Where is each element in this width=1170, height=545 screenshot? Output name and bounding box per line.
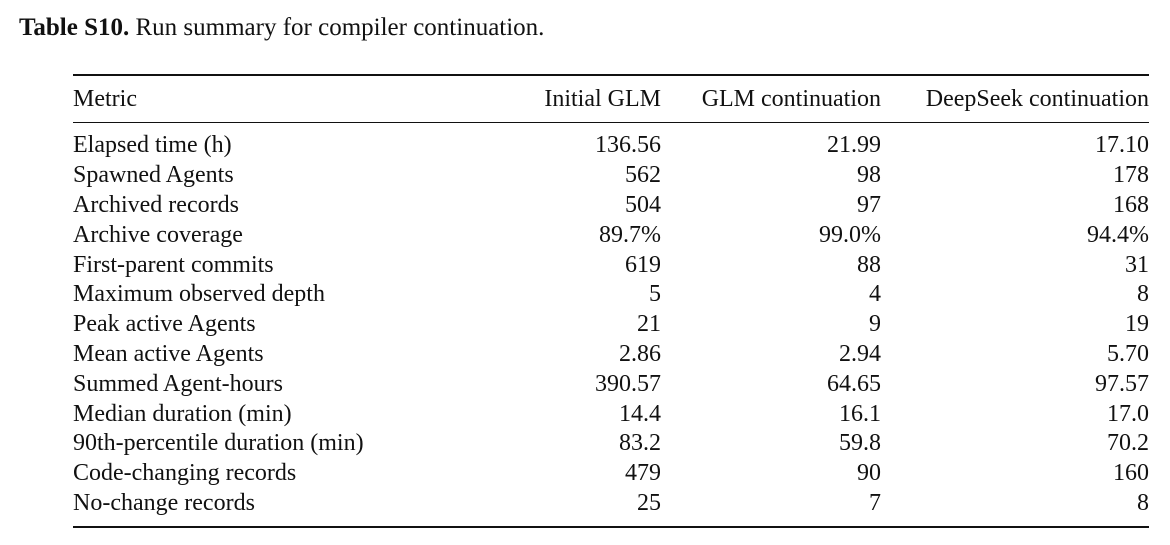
cell-metric: 90th-percentile duration (min)	[73, 430, 364, 457]
cell-deepseek-continuation: 160	[1113, 460, 1149, 487]
table-row: Median duration (min) 14.4 16.1 17.0	[73, 399, 1149, 429]
cell-deepseek-continuation: 19	[1125, 311, 1149, 338]
cell-glm-continuation: 21.99	[827, 132, 881, 159]
cell-deepseek-continuation: 94.4%	[1087, 221, 1149, 248]
cell-glm-continuation: 64.65	[827, 370, 881, 397]
cell-deepseek-continuation: 8	[1137, 489, 1149, 516]
cell-glm-continuation: 4	[869, 281, 881, 308]
run-summary-table: Metric Initial GLM GLM continuation Deep…	[73, 74, 1149, 528]
cell-initial-glm: 83.2	[619, 430, 661, 457]
cell-initial-glm: 479	[625, 460, 661, 487]
cell-initial-glm: 14.4	[619, 400, 661, 427]
cell-initial-glm: 25	[637, 489, 661, 516]
table-row: Summed Agent-hours 390.57 64.65 97.57	[73, 369, 1149, 399]
cell-deepseek-continuation: 168	[1113, 191, 1149, 218]
cell-glm-continuation: 9	[869, 311, 881, 338]
cell-deepseek-continuation: 97.57	[1095, 370, 1149, 397]
table-caption: Table S10. Run summary for compiler cont…	[19, 12, 544, 44]
cell-metric: Summed Agent-hours	[73, 370, 283, 397]
table-caption-label: Table S10.	[19, 14, 130, 41]
table-row: 90th-percentile duration (min) 83.2 59.8 70…	[73, 429, 1149, 459]
table-row: Archive coverage 89.7% 99.0% 94.4%	[73, 220, 1149, 250]
cell-deepseek-continuation: 17.10	[1095, 132, 1149, 159]
cell-metric: Median duration (min)	[73, 400, 292, 427]
cell-deepseek-continuation: 5.70	[1107, 340, 1149, 367]
header-initial-glm: Initial GLM	[544, 85, 661, 112]
cell-deepseek-continuation: 31	[1125, 251, 1149, 278]
run-summary-table-wrap: Metric Initial GLM GLM continuation Deep…	[73, 74, 1149, 528]
cell-deepseek-continuation: 8	[1137, 281, 1149, 308]
table-caption-text: Run summary for compiler continuation.	[135, 14, 545, 41]
cell-deepseek-continuation: 17.0	[1107, 400, 1149, 427]
cell-deepseek-continuation: 70.2	[1107, 430, 1149, 457]
table-row: Spawned Agents 562 98 178	[73, 161, 1149, 191]
cell-deepseek-continuation: 178	[1113, 162, 1149, 189]
cell-metric: Mean active Agents	[73, 340, 264, 367]
cell-initial-glm: 89.7%	[599, 221, 661, 248]
cell-initial-glm: 136.56	[595, 132, 661, 159]
cell-metric: Code-changing records	[73, 460, 297, 487]
cell-metric: Archived records	[73, 191, 239, 218]
table-row: Archived records 504 97 168	[73, 191, 1149, 221]
cell-glm-continuation: 88	[857, 251, 881, 278]
table-row: Maximum observed depth 5 4 8	[73, 280, 1149, 310]
table-row: First-parent commits 619 88 31	[73, 250, 1149, 280]
cell-glm-continuation: 7	[869, 489, 881, 516]
cell-initial-glm: 2.86	[619, 340, 661, 367]
cell-metric: Archive coverage	[73, 221, 243, 248]
cell-glm-continuation: 2.94	[839, 340, 881, 367]
table-row: Mean active Agents 2.86 2.94 5.70	[73, 340, 1149, 370]
table-row: No-change records 25 7 8	[73, 489, 1149, 528]
cell-initial-glm: 562	[625, 162, 661, 189]
cell-glm-continuation: 16.1	[839, 400, 881, 427]
cell-metric: Elapsed time (h)	[73, 132, 232, 159]
table-row: Elapsed time (h) 136.56 21.99 17.10	[73, 123, 1149, 161]
cell-glm-continuation: 99.0%	[819, 221, 881, 248]
table-header-row: Metric Initial GLM GLM continuation Deep…	[73, 75, 1149, 123]
cell-glm-continuation: 97	[857, 191, 881, 218]
cell-glm-continuation: 90	[857, 460, 881, 487]
cell-initial-glm: 21	[637, 311, 661, 338]
table-body: Elapsed time (h) 136.56 21.99 17.10 Spawned …	[73, 123, 1149, 528]
cell-metric: Peak active Agents	[73, 311, 256, 338]
cell-glm-continuation: 59.8	[839, 430, 881, 457]
header-glm-continuation: GLM continuation	[701, 85, 881, 112]
cell-initial-glm: 5	[649, 281, 661, 308]
cell-metric: Spawned Agents	[73, 162, 234, 189]
cell-initial-glm: 504	[625, 191, 661, 218]
header-deepseek-continuation: DeepSeek continuation	[925, 85, 1149, 112]
cell-initial-glm: 619	[625, 251, 661, 278]
table-row: Code-changing records 479 90 160	[73, 459, 1149, 489]
cell-initial-glm: 390.57	[595, 370, 661, 397]
cell-metric: First-parent commits	[73, 251, 274, 278]
table-row: Peak active Agents 21 9 19	[73, 310, 1149, 340]
cell-metric: No-change records	[73, 489, 255, 516]
cell-metric: Maximum observed depth	[73, 281, 325, 308]
cell-glm-continuation: 98	[857, 162, 881, 189]
header-metric: Metric	[73, 85, 137, 112]
